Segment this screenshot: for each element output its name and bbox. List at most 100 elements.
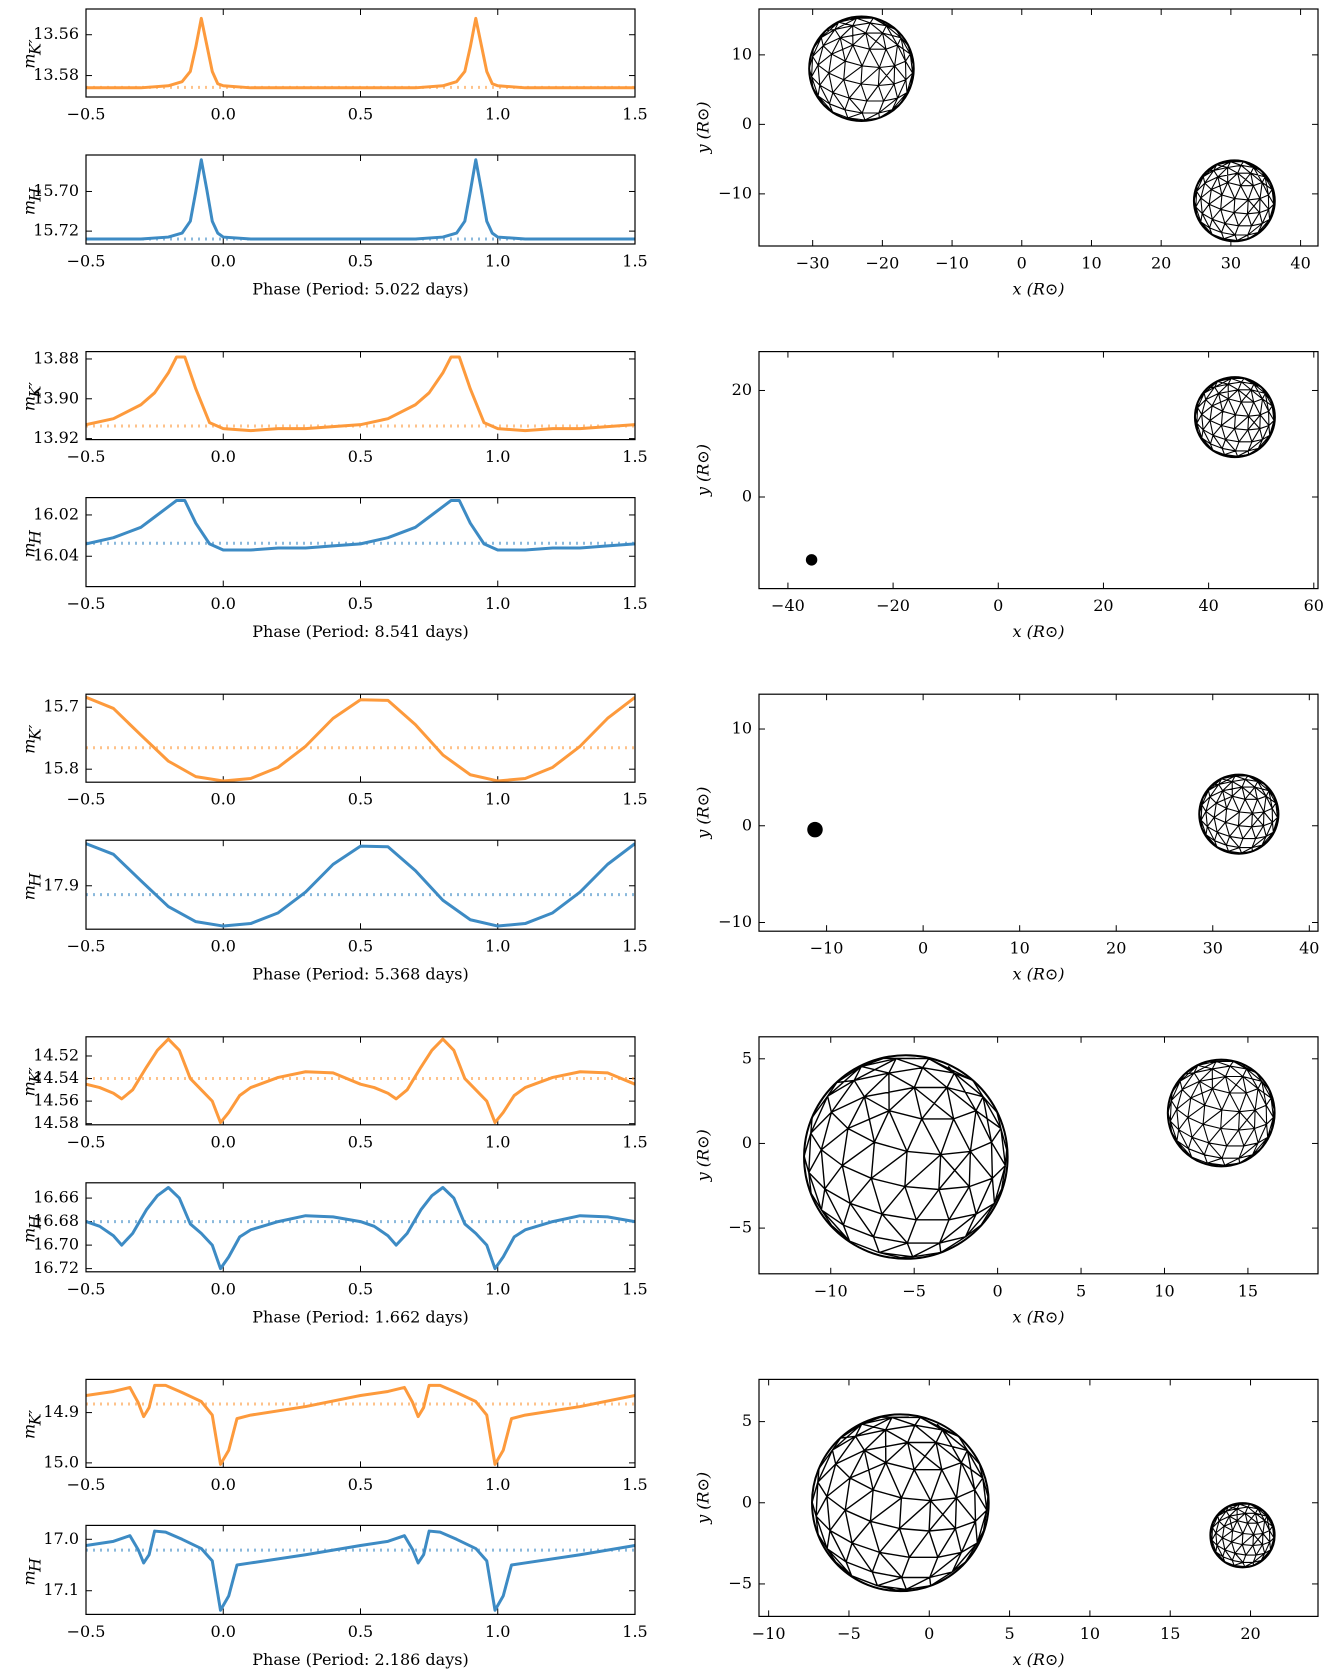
x-tick-label: 0.5 bbox=[348, 1475, 373, 1494]
light-curve bbox=[86, 1186, 635, 1271]
light-curve bbox=[86, 1037, 635, 1125]
x-tick-label: 0.5 bbox=[348, 447, 373, 466]
y-tick-label: 15.72 bbox=[33, 221, 79, 240]
x-tick-label: 0.0 bbox=[211, 447, 236, 466]
y-tick-label: 14.54 bbox=[33, 1068, 79, 1087]
x-tick-label: 5 bbox=[1076, 1281, 1086, 1300]
light-curve bbox=[86, 695, 635, 783]
mesh bbox=[808, 17, 914, 122]
star bbox=[807, 821, 823, 838]
x-tick-label: −0.5 bbox=[67, 1622, 106, 1641]
x-tick-label: −40 bbox=[771, 596, 805, 615]
y-tick-label: 15.8 bbox=[43, 759, 79, 778]
y-axis-label-symbol: m bbox=[20, 1228, 39, 1243]
y-axis-label-subscript: K′ bbox=[26, 382, 45, 399]
x-tick-label: 0 bbox=[993, 596, 1003, 615]
x-tick-label: −5 bbox=[837, 1624, 861, 1643]
x-tick-label: −5 bbox=[902, 1281, 926, 1300]
y-tick-label: 16.04 bbox=[33, 546, 79, 565]
y-axis-label: mK′ bbox=[20, 1409, 45, 1439]
frame bbox=[85, 1036, 636, 1126]
y-axis-label-symbol: m bbox=[20, 1570, 39, 1585]
y-tick-label: 13.58 bbox=[33, 65, 79, 84]
x-tick-label: 1.0 bbox=[485, 1622, 510, 1641]
x-tick-label: −10 bbox=[935, 254, 969, 273]
x-tick-label: 0.5 bbox=[348, 105, 373, 124]
x-tick-label: 0.0 bbox=[211, 1475, 236, 1494]
y-tick-label: 13.88 bbox=[33, 348, 79, 367]
x-tick-label: −0.5 bbox=[67, 1279, 106, 1298]
y-tick-label: 13.90 bbox=[33, 388, 79, 407]
x-tick-label: 1.5 bbox=[622, 447, 647, 466]
x-tick-label: 0 bbox=[918, 939, 928, 958]
y-tick-label: −10 bbox=[718, 912, 752, 931]
x-tick-label: 0.5 bbox=[348, 1622, 373, 1641]
panel: −0.5 0.0 0.5 1.0 1.5 15.70 15.72 mH Phase (Perio… bbox=[20, 154, 648, 299]
x-tick-label: 60 bbox=[1304, 596, 1324, 615]
mesh-lines bbox=[1194, 377, 1276, 458]
x-tick-label: 1.0 bbox=[485, 790, 510, 809]
plot-area bbox=[86, 1036, 635, 1125]
y-tick-label: 16.02 bbox=[33, 504, 79, 523]
panel: −0.5 0.0 0.5 1.0 1.5 13.88 13.90 13.92 mK′ bbox=[20, 348, 648, 466]
y-axis-label-symbol: m bbox=[20, 53, 39, 68]
y-tick-label: 16.72 bbox=[33, 1258, 79, 1277]
x-tick-label: 0 bbox=[993, 1281, 1003, 1300]
y-axis-label-symbol: m bbox=[20, 739, 39, 754]
x-tick-label: −0.5 bbox=[67, 105, 106, 124]
x-axis-label: x (R⊙) bbox=[1012, 965, 1064, 984]
x-tick-label: −0.5 bbox=[67, 252, 106, 271]
mesh-lines bbox=[811, 1416, 989, 1591]
y-axis-label: mH bbox=[20, 872, 45, 901]
x-tick-label: −0.5 bbox=[67, 1132, 106, 1151]
y-tick-label: 13.92 bbox=[33, 428, 79, 447]
x-tick-label: 0.5 bbox=[348, 1132, 373, 1151]
frame bbox=[758, 693, 1319, 932]
y-tick-label: 0 bbox=[742, 1492, 752, 1511]
x-axis-label: x (R⊙) bbox=[1012, 1650, 1064, 1669]
panel: −0.5 0.0 0.5 1.0 1.5 14.9 15.0 mK′ bbox=[20, 1378, 648, 1494]
y-axis-label: mH bbox=[20, 187, 45, 216]
y-axis-label-symbol: m bbox=[20, 200, 39, 215]
x-tick-label: −0.5 bbox=[67, 790, 106, 809]
x-tick-label: 20 bbox=[1240, 1624, 1260, 1643]
x-tick-label: 0.5 bbox=[348, 1279, 373, 1298]
panel: −10 −5 0 5 10 15 −5 0 5 x (R⊙) y (R⊙) bbox=[694, 1036, 1319, 1326]
y-tick-label: −10 bbox=[718, 183, 752, 202]
x-tick-label: 0.5 bbox=[348, 790, 373, 809]
x-tick-label: 15 bbox=[1160, 1624, 1180, 1643]
y-tick-label: 15.70 bbox=[33, 181, 79, 200]
mesh-lines bbox=[1198, 775, 1279, 854]
x-tick-label: 1.0 bbox=[485, 1132, 510, 1151]
y-axis-label-symbol: m bbox=[20, 885, 39, 900]
mesh-lines bbox=[1193, 161, 1275, 242]
x-tick-label: 0.0 bbox=[211, 594, 236, 613]
y-tick-label: 15.0 bbox=[43, 1452, 79, 1471]
y-tick-label: 14.9 bbox=[43, 1402, 79, 1421]
x-tick-label: 1.5 bbox=[622, 594, 647, 613]
x-axis-label: x (R⊙) bbox=[1012, 1307, 1064, 1326]
light-curve bbox=[86, 16, 635, 90]
x-tick-label: 0.5 bbox=[348, 252, 373, 271]
frame bbox=[758, 8, 1319, 247]
x-tick-label: −10 bbox=[752, 1624, 786, 1643]
mesh bbox=[1193, 161, 1275, 242]
y-axis-label: mK′ bbox=[20, 39, 45, 69]
x-tick-label: 1.5 bbox=[622, 1475, 647, 1494]
y-axis-label-subscript: K′ bbox=[26, 1067, 45, 1084]
frame bbox=[85, 351, 636, 441]
plot-area bbox=[86, 840, 635, 930]
x-tick-label: 1.0 bbox=[485, 105, 510, 124]
x-tick-label: 5 bbox=[1004, 1624, 1014, 1643]
light-curve bbox=[86, 1529, 635, 1612]
y-tick-label: 13.56 bbox=[33, 24, 79, 43]
x-tick-label: −20 bbox=[865, 254, 899, 273]
frame bbox=[758, 351, 1319, 590]
y-tick-label: 14.56 bbox=[33, 1091, 79, 1110]
x-tick-label: 0.0 bbox=[211, 1279, 236, 1298]
panel: −40 −20 0 20 40 60 0 20 x (R⊙) y (R⊙) bbox=[694, 351, 1324, 641]
x-tick-label: 15 bbox=[1238, 1281, 1258, 1300]
mesh bbox=[1198, 775, 1279, 854]
mesh-lines bbox=[1209, 1503, 1275, 1568]
